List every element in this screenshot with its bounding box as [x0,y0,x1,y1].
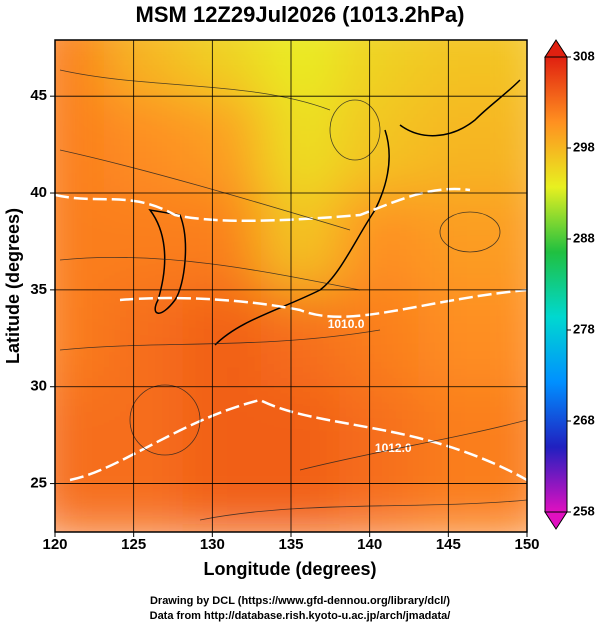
plot-frame [54,39,528,533]
field-cells [55,40,527,532]
contour-label: 1012.0 [375,441,412,455]
colorbar-extend [544,511,568,530]
x-tick-label: 130 [200,536,225,553]
colorbar-tick-label: 268 [573,412,595,427]
overlay [55,69,527,521]
coastline [148,208,187,314]
chart-title: MSM 12Z29Jul2026 (1013.2hPa) [136,2,465,27]
field-cell [418,385,527,532]
axes: 120 125 130 135 140 145 150 25 30 35 40 45 [30,40,540,553]
x-tick-label: 140 [357,536,382,553]
y-tick-label: 35 [30,281,47,298]
contour-line [119,288,527,318]
colorbar-extend [544,39,568,58]
colorbar-body [544,56,568,513]
colorbar-tick-label: 298 [573,139,595,154]
y-tick-label: 30 [30,378,47,395]
y-tick-label: 45 [30,87,47,104]
x-tick-label: 135 [278,536,303,553]
colorbar-tick-label: 288 [573,230,595,245]
x-axis-label: Longitude (degrees) [203,559,376,579]
y-axis-label: Latitude (degrees) [3,208,23,364]
coastline [214,79,521,346]
contour-label: 1010.0 [328,317,365,331]
streamlines [59,69,527,521]
footer-text: Data from http://database.rish.kyoto-u.a… [150,610,451,622]
contour-line [69,398,527,482]
y-tick-label: 40 [30,184,47,201]
colorbar: 258 268 278 288 298 308 [544,39,595,530]
footer-text: Drawing by DCL (https://www.gfd-dennou.o… [150,595,450,607]
contour-line [55,187,471,223]
colorbar-tick-label: 258 [573,503,595,518]
x-tick-label: 120 [42,536,67,553]
x-tick-label: 125 [121,536,146,553]
x-tick-label: 145 [436,536,461,553]
y-tick-label: 25 [30,475,47,492]
colorbar-tick-label: 278 [573,321,595,336]
colorbar-tick-label: 308 [573,48,595,63]
x-tick-label: 150 [514,536,539,553]
field: 1010.0 1012.0 [55,40,527,532]
